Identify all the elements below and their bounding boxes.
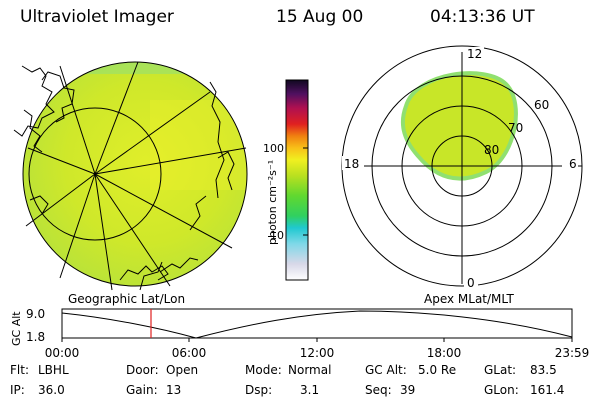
glat-value: 83.5: [530, 363, 557, 377]
mode-label: Mode:: [245, 363, 282, 377]
filter-value: LBHL: [38, 363, 69, 377]
gcalt-value: 5.0 Re: [418, 363, 457, 377]
auroral-oval: [400, 71, 518, 181]
lat-label-60: 60: [534, 98, 549, 112]
dsp-label: Dsp:: [245, 383, 273, 397]
time-tick-1200: 12:00: [300, 346, 335, 360]
mlt-label-18: 18: [344, 157, 359, 171]
polar-plot: 12 18 6 0 60 70 80: [341, 45, 583, 290]
geographic-label: Geographic Lat/Lon: [68, 292, 186, 306]
mode-value: Normal: [288, 363, 332, 377]
mlt-label-6: 6: [569, 157, 577, 171]
observation-date: 15 Aug 00: [276, 7, 364, 27]
gain-label: Gain:: [126, 383, 158, 397]
altitude-frame: [61, 308, 573, 339]
altitude-tick-1-8: 1.8: [26, 330, 45, 344]
time-tick-0000: 00:00: [45, 346, 80, 360]
colorbar-unit-label: photon cm⁻²s⁻¹: [266, 160, 279, 245]
seq-label: Seq:: [365, 383, 392, 397]
mlt-label-0: 0: [467, 276, 475, 290]
dayside-glow: [150, 100, 247, 190]
colorbar-scale: [285, 79, 309, 281]
lat-label-70: 70: [508, 121, 523, 135]
graticule: [22, 61, 248, 291]
observation-time: 04:13:36 UT: [430, 7, 535, 27]
geographic-image: [13, 61, 248, 291]
gcalt-label: GC Alt:: [365, 363, 407, 377]
mlt-label-12: 12: [467, 47, 482, 61]
altitude-curve: [61, 310, 573, 339]
time-tick-1800: 18:00: [427, 346, 462, 360]
seq-value: 39: [400, 383, 416, 397]
dsp-value: 3.1: [300, 383, 320, 397]
filter-label: Flt:: [10, 363, 29, 377]
instrument-title: Ultraviolet Imager: [20, 7, 174, 27]
glon-value: 161.4: [530, 383, 565, 397]
lat-label-80: 80: [484, 143, 499, 157]
coastlines: [13, 65, 235, 291]
time-tick-0600: 06:00: [172, 346, 207, 360]
earth-disk: [23, 62, 247, 286]
colorbar-tick-10: 10: [270, 229, 284, 242]
time-tick-2359: 23:59: [555, 346, 590, 360]
door-value: Open: [166, 363, 199, 377]
apex-label: Apex MLat/MLT: [424, 292, 514, 306]
altitude-tick-9: 9.0: [26, 307, 45, 321]
colorbar-tick-100: 100: [263, 142, 284, 155]
ip-value: 36.0: [38, 383, 65, 397]
gain-value: 13: [166, 383, 182, 397]
ip-label: IP:: [10, 383, 25, 397]
colorbar: 100 10 photon cm⁻²s⁻¹: [263, 79, 309, 281]
altitude-chart: GC Alt 9.0 1.8 00:00 06:00 12:00 18:00 2…: [10, 307, 590, 360]
door-label: Door:: [126, 363, 159, 377]
glon-label: GLon:: [484, 383, 519, 397]
altitude-ylabel: GC Alt: [10, 311, 23, 346]
glat-label: GLat:: [484, 363, 517, 377]
